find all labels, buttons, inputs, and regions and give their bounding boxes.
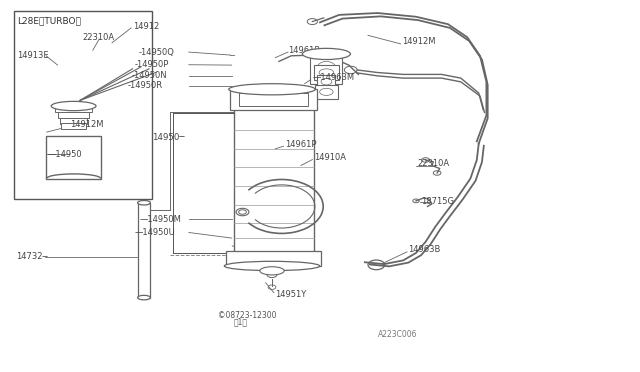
- Bar: [55, 106, 92, 112]
- Bar: [47, 136, 101, 179]
- Bar: [230, 89, 317, 110]
- Text: 14912M: 14912M: [402, 37, 435, 46]
- Text: 14963B: 14963B: [408, 246, 441, 254]
- Text: -14950R: -14950R: [128, 81, 163, 90]
- Text: 14912: 14912: [133, 22, 159, 31]
- Text: （1）: （1）: [234, 318, 248, 327]
- Text: —14950U: —14950U: [134, 228, 175, 237]
- Ellipse shape: [260, 267, 284, 275]
- Text: 14913E: 14913E: [17, 51, 49, 60]
- Text: L28E〈TURBO〉: L28E〈TURBO〉: [17, 16, 81, 25]
- Text: 14961P: 14961P: [285, 140, 316, 149]
- Bar: [58, 112, 89, 118]
- Bar: [60, 118, 87, 124]
- Text: -14950P: -14950P: [134, 60, 169, 69]
- Bar: [61, 123, 86, 129]
- Text: -14950Q: -14950Q: [139, 48, 175, 57]
- Circle shape: [236, 208, 249, 216]
- Ellipse shape: [302, 48, 351, 60]
- Ellipse shape: [229, 84, 315, 95]
- Text: 14961P: 14961P: [288, 46, 319, 55]
- Text: 22310A: 22310A: [82, 33, 114, 42]
- Bar: [226, 251, 321, 266]
- Ellipse shape: [138, 201, 150, 205]
- Text: 14910A: 14910A: [314, 153, 346, 162]
- Bar: [234, 102, 314, 253]
- Bar: [14, 11, 152, 199]
- Text: -14950N: -14950N: [132, 71, 168, 80]
- Ellipse shape: [51, 102, 96, 111]
- Text: 22310A: 22310A: [417, 159, 449, 168]
- Text: 14732─: 14732─: [16, 252, 47, 261]
- Text: ©08723-12300: ©08723-12300: [218, 311, 276, 320]
- Bar: [315, 85, 338, 99]
- Bar: [239, 93, 308, 106]
- Text: 14951Y: 14951Y: [275, 290, 307, 299]
- Ellipse shape: [138, 295, 150, 300]
- Text: —14950: —14950: [48, 150, 83, 159]
- Bar: [138, 203, 150, 298]
- Bar: [317, 75, 335, 88]
- Text: 14912M: 14912M: [70, 120, 104, 129]
- Text: —14963M: —14963M: [312, 73, 355, 81]
- Text: 14950─: 14950─: [152, 133, 185, 142]
- Bar: [314, 65, 339, 80]
- Text: A223C006: A223C006: [378, 330, 417, 339]
- Text: —14950M: —14950M: [140, 215, 181, 224]
- Text: 18715G: 18715G: [421, 198, 454, 206]
- Ellipse shape: [225, 261, 320, 271]
- Bar: [310, 54, 342, 84]
